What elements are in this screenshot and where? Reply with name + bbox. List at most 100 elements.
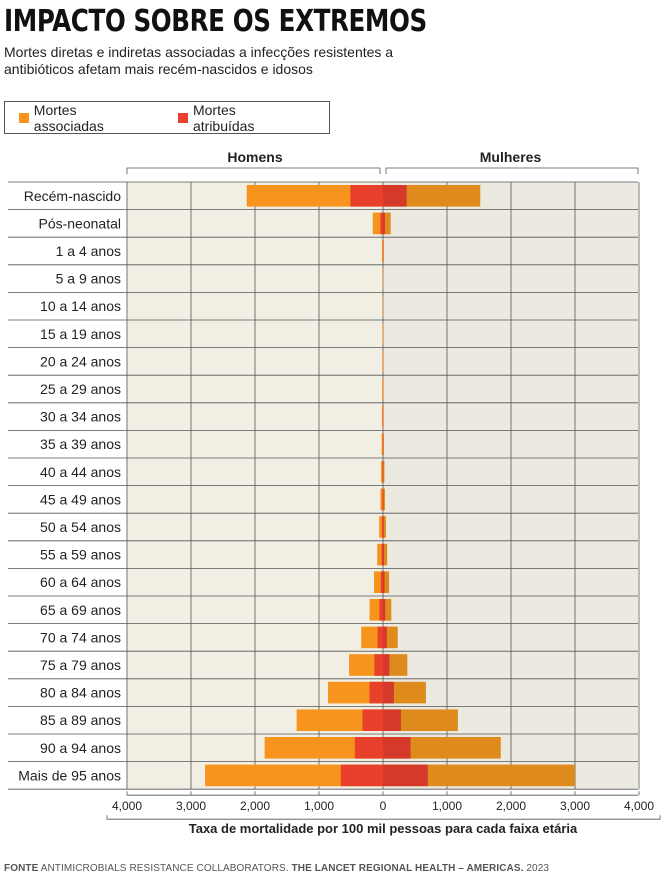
bar-men-associated [327,681,383,704]
category-label: 20 a 24 anos [40,353,121,369]
category-label: 60 a 64 anos [40,574,121,590]
bar-men-attributed [377,626,383,649]
x-axis-tick-label: 2,000 [496,799,526,813]
category-label: 15 a 19 anos [40,326,121,342]
x-axis-title-bracket [106,815,661,820]
category-label: 1 a 4 anos [56,243,121,259]
bar-men-associated [296,709,383,731]
category-label: 55 a 59 anos [40,547,121,563]
bar-women-associated [383,516,386,538]
bar-women-attributed [383,212,385,235]
bar-women-associated [383,433,384,455]
bar-men-attributed [374,654,383,676]
category-label: 25 a 29 anos [40,381,121,397]
category-label: 10 a 14 anos [40,298,121,314]
x-axis-tick-label: 1,000 [304,799,334,813]
bar-women-attributed [383,599,386,621]
bar-men-attributed [354,737,383,759]
bar-women-associated [383,737,501,759]
bar-women-attributed [383,737,411,759]
bar-men-associated [377,543,383,566]
category-label: Pós-neonatal [38,215,121,231]
category-label: 50 a 54 anos [40,519,121,535]
bar-women-attributed [383,571,385,593]
category-label: 5 a 9 anos [56,271,121,287]
bar-women-associated [383,240,384,262]
bar-men-attributed [382,461,383,483]
page-subtitle: Mortes diretas e indiretas associadas a … [4,44,394,77]
bar-men-attributed [382,516,383,538]
bar-women-associated [383,599,392,621]
bar-women-attributed [383,681,394,704]
x-axis-tick-label: 3,000 [176,799,206,813]
x-axis-tick-label: 3,000 [560,799,590,813]
bar-men-attributed [381,543,383,566]
bar-men-associated [380,488,383,511]
women-header-bracket [385,167,639,174]
bar-women-attributed [383,654,390,676]
source-journal: THE LANCET REGIONAL HEALTH – AMERICAS. [291,863,524,874]
bar-women-associated [383,378,384,400]
bar-women-associated [383,212,391,235]
bar-women-associated [383,461,385,483]
x-axis-tick-label: 1,000 [432,799,462,813]
bar-women-attributed [383,764,428,787]
category-label: 85 a 89 anos [40,712,121,728]
legend-item-attributed: Mortes atribuídas [178,102,299,134]
bar-women-associated [383,185,481,207]
category-label: 90 a 94 anos [40,740,121,756]
category-label: 40 a 44 anos [40,464,121,480]
men-header-bracket [126,167,381,174]
bar-men-attributed [380,212,383,235]
population-pyramid-chart: Recém-nascido Pós-neonatal 1 a 4 anos 5 a 9… [8,149,661,836]
bar-women-attributed [383,516,384,538]
legend-swatch-attributed [178,112,188,123]
legend-label-attributed: Mortes atribuídas [192,101,255,134]
bar-women-associated [383,709,458,731]
x-axis-tick-label: 0 [380,799,387,813]
bar-men-associated [205,764,383,787]
bar-men-associated [382,240,383,262]
legend-swatch-associated [19,112,29,123]
page-title: IMPACTO SOBRE OS EXTREMOS [4,4,427,39]
bar-men-attributed [382,488,383,511]
bar-men-associated [246,185,383,207]
bar-men-attributed [369,681,383,704]
x-axis-tick-label: 4,000 [112,799,142,813]
bar-men-associated [382,405,383,428]
bar-men-associated [382,378,383,400]
source-note: FONTE ANTIMICROBIALS RESISTANCE COLLABOR… [4,863,549,874]
bar-men-associated [382,350,383,373]
bar-men-attributed [350,185,383,207]
chart-legend: Mortes associadas Mortes atribuídas [4,101,330,134]
group-label-men: Homens [227,149,282,165]
source-prefix: FONTE [4,863,39,874]
x-axis-title: Taxa de mortalidade por 100 mil pessoas … [189,821,578,836]
legend-label-associated: Mortes associadas [33,101,104,134]
bar-men-associated [381,433,383,455]
bar-women-attributed [383,709,401,731]
bar-men-associated [381,461,383,483]
category-label: 75 a 79 anos [40,657,121,673]
category-label: 30 a 34 anos [40,409,121,425]
bar-men-associated [374,571,383,593]
bar-women-associated [383,405,384,428]
bar-women-attributed [383,185,407,207]
bar-men-associated [264,737,383,759]
group-label-women: Mulheres [480,149,542,165]
category-label: 80 a 84 anos [40,685,121,701]
bar-women-associated [383,764,575,787]
category-label: Mais de 95 anos [18,767,121,783]
source-year: 2023 [523,863,550,874]
category-label: 70 a 74 anos [40,629,121,645]
x-axis-tick-label: 2,000 [240,799,270,813]
bar-men-associated [372,212,383,235]
bar-men-attributed [379,599,383,621]
bar-women-attributed [383,626,387,649]
bar-women-attributed [383,543,385,566]
bar-women-associated [383,571,390,593]
x-axis-tick-label: 4,000 [624,799,654,813]
category-label: Recém-nascido [24,188,121,204]
bar-women-associated [383,488,385,511]
category-label: 35 a 39 anos [40,436,121,452]
